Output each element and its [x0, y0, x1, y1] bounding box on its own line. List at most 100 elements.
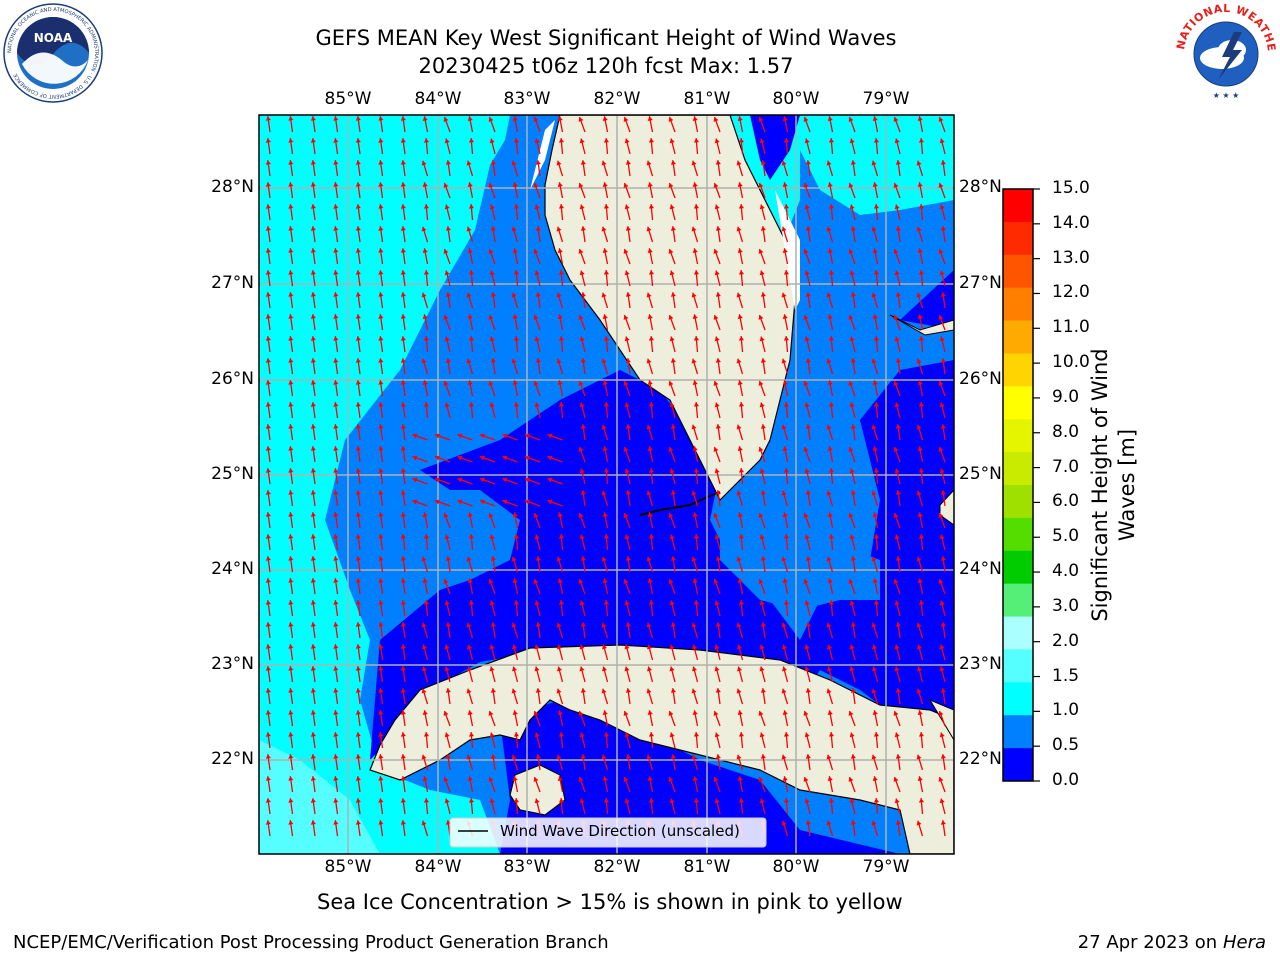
- wave-direction-arrowhead: [333, 688, 339, 693]
- wave-direction-arrowhead: [578, 447, 584, 452]
- wave-direction-arrowhead: [310, 622, 316, 627]
- wave-direction-arrowhead: [534, 732, 540, 738]
- wave-direction-arrowhead: [715, 226, 721, 231]
- wave-direction-arrowhead: [490, 160, 496, 165]
- wave-direction-arrowhead: [713, 579, 719, 584]
- wave-direction-arrowhead: [850, 160, 856, 165]
- wave-direction-arrowhead: [378, 358, 384, 363]
- wave-direction-arrowhead: [333, 446, 339, 451]
- wave-direction-arrowhead: [669, 644, 675, 650]
- wave-direction-arrowhead: [828, 534, 834, 539]
- wave-direction-arrowhead: [288, 512, 294, 517]
- wave-direction-arrowhead: [714, 732, 720, 738]
- wave-direction-arrowhead: [412, 477, 418, 483]
- wave-direction-arrowhead: [422, 380, 428, 385]
- wave-direction-arrowhead: [265, 226, 271, 231]
- wave-direction-arrowhead: [601, 688, 607, 694]
- wave-direction-arrowhead: [692, 446, 698, 451]
- wave-direction-arrowhead: [310, 446, 316, 451]
- wave-direction-arrowhead: [760, 754, 766, 759]
- wave-direction-arrowhead: [669, 402, 675, 408]
- wave-direction-arrowhead: [400, 402, 406, 407]
- wave-direction-arrowhead: [895, 754, 901, 759]
- colorbar-cell: [1003, 616, 1033, 650]
- wave-direction-arrowhead: [421, 226, 427, 232]
- wave-direction-arrowhead: [893, 117, 899, 122]
- wave-direction-arrowhead: [692, 710, 698, 715]
- wave-direction-arrowhead: [400, 710, 406, 715]
- wave-direction-arrowhead: [355, 204, 361, 209]
- wave-direction-arrowhead: [355, 556, 361, 561]
- wave-direction-arrowhead: [893, 579, 899, 584]
- wave-direction-arrowhead: [713, 711, 719, 716]
- wave-direction-arrowhead: [849, 534, 855, 540]
- wave-direction-arrowhead: [850, 820, 856, 825]
- wave-direction-arrowhead: [939, 402, 945, 408]
- wave-direction-arrowhead: [670, 556, 676, 561]
- wave-direction-arrowhead: [783, 468, 789, 473]
- wave-direction-arrowhead: [502, 499, 508, 505]
- wave-direction-arrowhead: [265, 292, 271, 297]
- wave-direction-arrowhead: [601, 292, 607, 298]
- wave-direction-arrowhead: [435, 455, 440, 461]
- wave-direction-arrowhead: [691, 292, 697, 298]
- wave-direction-arrowhead: [849, 204, 855, 210]
- wave-direction-arrowhead: [893, 777, 899, 782]
- wave-direction-arrowhead: [668, 381, 674, 386]
- wave-direction-arrowhead: [849, 270, 855, 276]
- wave-direction-arrowhead: [535, 556, 541, 561]
- wave-direction-arrowhead: [400, 116, 406, 121]
- wave-direction-arrowhead: [692, 644, 697, 650]
- wave-direction-arrowhead: [916, 490, 922, 496]
- wave-direction-arrowhead: [445, 622, 451, 627]
- wave-direction-arrowhead: [693, 468, 699, 473]
- wave-direction-arrowhead: [917, 446, 923, 451]
- wave-direction-arrowhead: [625, 556, 631, 561]
- wave-direction-arrowhead: [355, 754, 361, 759]
- wave-direction-arrowhead: [759, 270, 765, 276]
- wave-direction-arrowhead: [783, 534, 789, 539]
- wave-direction-arrowhead: [782, 666, 787, 672]
- colorbar-tick-label: 8.0: [1052, 421, 1080, 442]
- wave-direction-arrowhead: [265, 622, 271, 627]
- wave-direction-arrowhead: [917, 710, 923, 715]
- footer-date: 27 Apr 2023 on: [1077, 932, 1223, 953]
- wave-direction-arrowhead: [378, 490, 384, 495]
- wave-direction-arrowhead: [445, 754, 451, 759]
- wave-direction-arrowhead: [647, 314, 653, 319]
- wave-direction-arrowhead: [669, 534, 675, 540]
- wave-direction-arrowhead: [488, 513, 494, 518]
- wave-direction-arrowhead: [488, 315, 494, 320]
- wave-direction-arrowhead: [488, 711, 494, 716]
- wave-direction-arrowhead: [670, 490, 676, 495]
- lat-label-left: 27°N: [211, 273, 254, 293]
- wave-direction-arrowhead: [781, 622, 787, 628]
- wave-direction-arrowhead: [782, 512, 788, 517]
- wave-direction-arrowhead: [468, 402, 474, 407]
- wave-direction-arrowhead: [782, 710, 788, 715]
- wave-direction-arrowhead: [668, 117, 674, 122]
- wave-direction-arrowhead: [400, 248, 406, 253]
- wave-direction-arrowhead: [668, 249, 674, 254]
- wave-direction-arrowhead: [895, 160, 901, 165]
- wave-direction-arrowhead: [579, 468, 585, 474]
- wave-direction-arrowhead: [310, 270, 316, 275]
- wave-direction-arrowhead: [288, 534, 294, 539]
- wave-direction-arrowhead: [467, 644, 472, 650]
- wave-direction-arrowhead: [535, 358, 541, 363]
- wave-direction-arrowhead: [871, 292, 877, 298]
- wave-direction-arrowhead: [602, 248, 608, 253]
- wave-direction-arrowhead: [489, 336, 495, 342]
- wave-direction-arrowhead: [895, 622, 901, 627]
- wave-direction-arrowhead: [355, 622, 361, 627]
- wave-direction-arrowhead: [265, 116, 271, 121]
- wave-direction-arrowhead: [333, 666, 339, 671]
- wave-direction-arrowhead: [848, 183, 854, 188]
- wave-direction-arrowhead: [310, 116, 316, 121]
- wave-direction-arrowhead: [310, 424, 316, 429]
- wave-direction-arrowhead: [828, 270, 834, 275]
- wave-direction-arrowhead: [782, 578, 788, 583]
- wave-direction-arrowhead: [736, 292, 742, 298]
- wave-direction-arrowhead: [670, 754, 676, 759]
- wave-direction-arrowhead: [443, 711, 449, 716]
